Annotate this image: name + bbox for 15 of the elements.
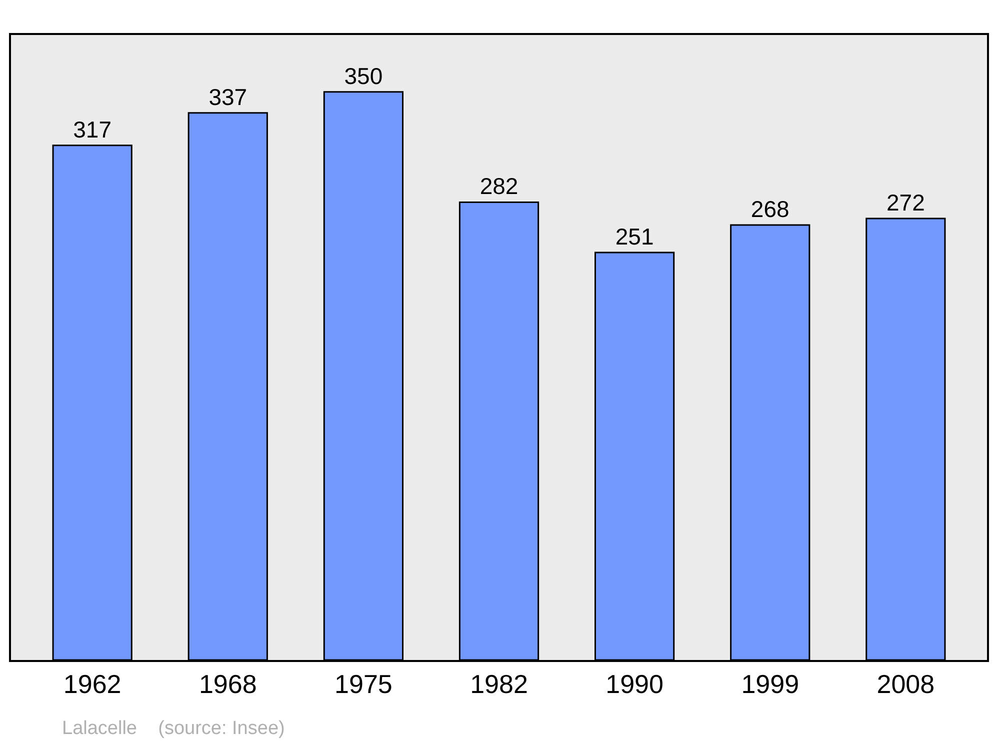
x-tick-label: 1999 <box>741 669 800 700</box>
x-tick-label: 1975 <box>334 669 392 700</box>
data-label: 251 <box>615 224 654 250</box>
x-tick-label: 2008 <box>876 669 935 700</box>
data-label: 282 <box>480 173 518 200</box>
data-label: 350 <box>344 62 383 89</box>
data-label: 337 <box>208 84 248 110</box>
data-label: 268 <box>750 196 790 222</box>
x-tick-label: 1968 <box>198 669 257 700</box>
x-tick-label: 1962 <box>63 669 122 700</box>
text: Lalacelle (source: Insee) <box>62 718 285 739</box>
x-tick-label: 1982 <box>470 669 528 700</box>
x-tick-label: 1990 <box>606 669 664 700</box>
data-label: 272 <box>886 189 925 216</box>
data-label: 317 <box>73 116 112 142</box>
